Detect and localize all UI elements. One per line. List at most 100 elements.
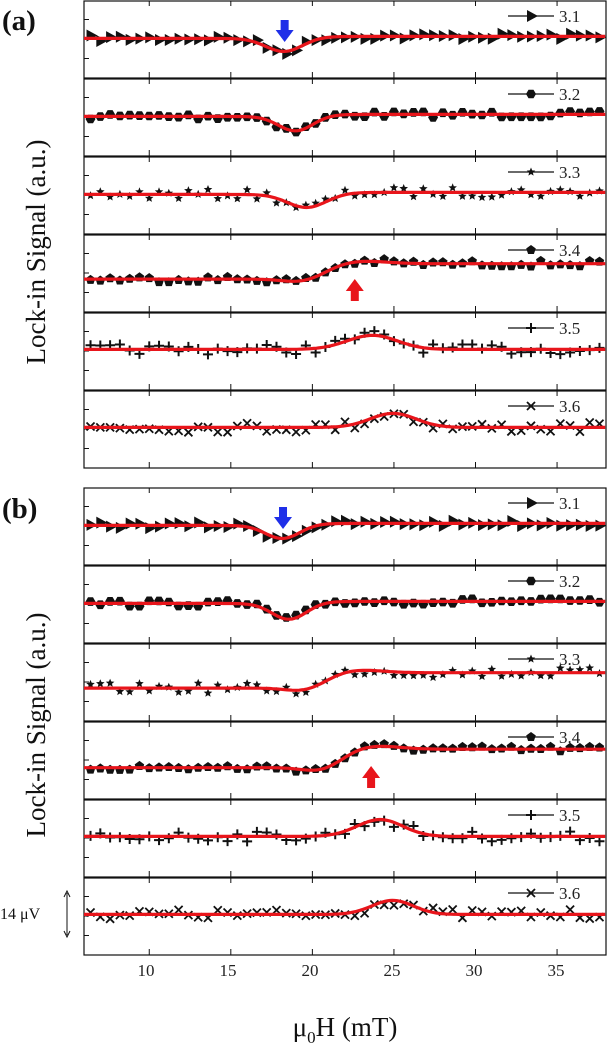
data-point (370, 32, 382, 45)
data-point (135, 517, 147, 530)
data-point (566, 519, 578, 532)
data-point (419, 28, 431, 41)
data-point (458, 191, 467, 200)
x-axis-label: μ0H (mT) (293, 1012, 398, 1047)
legend-marker (527, 10, 538, 22)
data-point (575, 665, 585, 674)
data-point (497, 190, 506, 199)
data-point (448, 904, 458, 915)
fit-line (84, 521, 606, 541)
legend-marker (526, 167, 536, 176)
data-point (125, 687, 134, 696)
data-point (125, 517, 137, 530)
data-point (301, 524, 313, 537)
data-point (478, 519, 490, 532)
legend-label: 3.5 (559, 319, 580, 338)
data-point (389, 900, 399, 910)
data-point (458, 670, 467, 679)
data-point (173, 346, 184, 357)
data-point (262, 188, 271, 197)
data-point (340, 665, 350, 674)
data-point (291, 689, 301, 698)
data-point (536, 519, 548, 532)
data-point (360, 515, 372, 528)
data-point (262, 686, 271, 695)
data-point (292, 530, 304, 543)
data-point (340, 185, 350, 194)
fit-line (84, 34, 606, 53)
scale-bar-label: 14 μV (0, 906, 41, 923)
data-point (487, 32, 499, 45)
x-tick-label: 30 (466, 961, 483, 980)
plot-area: 3.1 3.2 3.3 3.4 3.5 3.6 3.1 3.2 3.3 3.4 3.5 3.6 (83, 0, 607, 956)
data-point (497, 519, 509, 532)
data-point (213, 427, 223, 437)
data-point (457, 339, 468, 350)
data-point (252, 194, 262, 203)
data-point (203, 521, 215, 534)
data-point (105, 192, 115, 201)
data-point (311, 521, 323, 534)
legend-marker (526, 401, 536, 411)
legend-label: 3.6 (559, 397, 580, 416)
y-axis-label-b: Lock-in Signal (a.u.) (21, 613, 51, 838)
red-arrow-marker (345, 279, 364, 301)
data-point (271, 829, 282, 840)
series-strip-3-2: 3.2 (83, 78, 607, 157)
series-strip-3-1: 3.1 (83, 487, 607, 566)
legend-label: 3.6 (559, 884, 580, 903)
y-axis-label-a: Lock-in Signal (a.u.) (21, 140, 51, 365)
data-point (360, 32, 372, 45)
data-point (526, 190, 536, 199)
fit-line (84, 112, 606, 133)
data-point (389, 515, 401, 528)
data-point (536, 671, 545, 680)
x-tick-label: 10 (138, 961, 155, 980)
fit-line (84, 333, 606, 351)
fit-line (84, 599, 606, 621)
data-point (585, 519, 597, 532)
data-point (291, 427, 301, 437)
series-strip-3-6: 3.6 (83, 390, 607, 469)
series-strip-3-3: 3.3 (83, 643, 607, 722)
data-point (506, 833, 517, 844)
fit-line (84, 744, 606, 772)
data-point (399, 32, 411, 45)
data-point (419, 670, 428, 679)
data-point (585, 663, 594, 672)
data-point (213, 194, 222, 203)
data-point (556, 32, 568, 45)
series-strip-3-1: 3.1 (83, 0, 607, 79)
data-point (409, 192, 418, 201)
data-point (222, 427, 233, 437)
data-point (96, 679, 105, 688)
blue-arrow-marker (274, 507, 293, 529)
data-point (438, 191, 448, 200)
data-point (438, 519, 450, 532)
data-point (174, 193, 183, 202)
fit-line (84, 817, 606, 838)
data-point (428, 672, 438, 682)
strip-frame (83, 643, 607, 722)
legend-marker (526, 654, 536, 663)
data-point (389, 183, 399, 192)
strip-frame (83, 234, 607, 313)
fit-line (84, 898, 606, 916)
data-point (517, 519, 529, 532)
data-point (252, 680, 262, 689)
data-point (193, 678, 203, 687)
data-point (399, 184, 408, 193)
data-point (163, 833, 174, 844)
legend-marker (527, 497, 538, 509)
series-strip-3-5: 3.5 (83, 799, 607, 878)
legend-marker (526, 245, 536, 254)
data-point (242, 836, 253, 847)
data-point (536, 191, 545, 200)
data-point (233, 194, 242, 203)
legend-label: 3.4 (559, 241, 581, 260)
data-point (173, 905, 184, 915)
data-point (370, 190, 379, 199)
data-point (585, 417, 595, 428)
x-tick-label: 20 (302, 961, 319, 980)
x-tick-label: 35 (548, 961, 565, 980)
